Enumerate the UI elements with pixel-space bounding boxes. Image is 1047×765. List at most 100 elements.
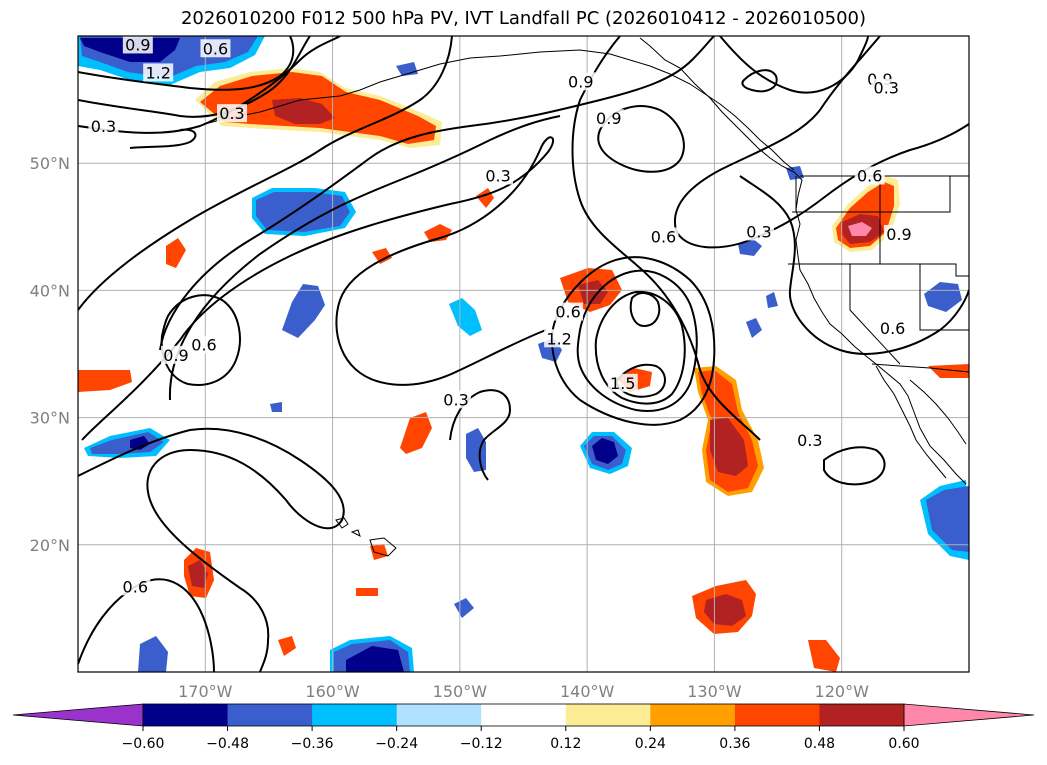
colorbar-tick-label-4: −0.12	[460, 736, 503, 752]
fill-positive-small-2	[424, 224, 452, 242]
coastline-hawaii	[335, 517, 397, 557]
fill-negative-26n-core	[90, 432, 164, 454]
contour-label-bg-14	[877, 319, 908, 338]
contour-label-bg-13	[883, 224, 914, 243]
border-state-mt	[880, 176, 951, 213]
contour-labels: 0.30.30.91.20.60.90.90.30.60.30.90.30.60…	[88, 35, 914, 596]
contour-trough-1	[81, 136, 554, 441]
coastline-baja	[875, 365, 947, 479]
contour-label-bg-4	[200, 39, 231, 58]
lat-label-0: 20°N	[30, 536, 70, 555]
contour-low-0.6	[550, 256, 716, 426]
colorbar-tick-label-2: −0.36	[291, 736, 334, 752]
contour-label-bg-8	[648, 227, 679, 246]
colorbar: −0.60 −0.48 −0.36 −0.24 −0.12 0.12 0.24 0.36 0.4…	[12, 703, 1035, 752]
contour-label-6: 0.9	[596, 109, 621, 128]
contour-label-bg-9	[743, 222, 774, 241]
longitude-labels: 170°W 160°W 150°W 140°W 130°W 120°W	[178, 682, 869, 701]
fill-positive-pnw-max	[848, 222, 872, 236]
colorbar-segment-1	[227, 704, 313, 726]
contour-label-bg-15	[161, 345, 192, 364]
fill-positive-small-5	[278, 636, 296, 656]
contour-label-1: 0.3	[219, 104, 244, 123]
contour-label-9: 0.3	[746, 222, 771, 241]
contour-label-bg-5	[565, 72, 596, 91]
contour-se	[823, 446, 886, 486]
contour-label-bg-6	[593, 109, 624, 128]
colorbar-tick-label-6: 0.24	[635, 736, 666, 752]
contour-label-16: 0.6	[191, 336, 216, 355]
contour-label-bg-2	[122, 36, 153, 54]
contour-north-1	[78, 36, 295, 91]
contour-north-5	[78, 36, 453, 311]
colorbar-segment-4	[481, 704, 567, 726]
contour-label-15: 0.9	[163, 346, 188, 365]
colorbar-tick-label-5: 0.12	[550, 736, 581, 752]
fill-positive-small-7	[370, 544, 388, 560]
border-state-nv	[850, 263, 969, 331]
contour-low-1.5b	[614, 363, 666, 398]
contour-label-bg-7	[483, 166, 514, 185]
lon-label-2: 150°W	[433, 682, 488, 701]
fill-positive-33n-east	[928, 364, 969, 378]
coastline-bc	[639, 37, 967, 485]
fill-positive-40n-core	[578, 280, 608, 304]
contour-label-5: 0.9	[568, 72, 593, 91]
colorbar-tick-label-8: 0.48	[804, 736, 835, 752]
border-state-id	[879, 180, 969, 277]
contour-east-0.3	[739, 175, 969, 355]
contour-trough-2	[78, 427, 345, 672]
fill-negative-27n-max	[592, 438, 618, 464]
fill-negative-small-3	[746, 318, 762, 338]
lat-label-2: 40°N	[30, 281, 70, 300]
contour-label-2: 0.9	[125, 35, 150, 54]
colorbar-segment-0	[143, 704, 229, 726]
fill-negative-small-7	[766, 292, 778, 308]
latitude-labels: 20°N 30°N 40°N 50°N	[30, 154, 70, 555]
contour-cutoff-1	[741, 69, 778, 93]
colorbar-outline	[142, 703, 905, 727]
contour-label-7: 0.3	[485, 166, 510, 185]
contour-label-bg-11	[871, 78, 902, 97]
contour-label-bg-16	[189, 335, 220, 354]
contour-label-bg-20	[607, 373, 638, 392]
contour-label-bg-17	[441, 390, 472, 409]
map-title: 2026010200 F012 500 hPa PV, IVT Landfall…	[180, 8, 867, 29]
lon-label-1: 160°W	[305, 682, 360, 701]
colorbar-segment-2	[312, 704, 398, 726]
contour-low-0.3	[571, 36, 761, 441]
fill-negative-38n-east	[924, 282, 962, 312]
contour-label-bg-19	[544, 329, 575, 348]
colorbar-extend-low	[12, 703, 144, 727]
contour-label-4: 0.6	[203, 39, 228, 58]
contour-label-14: 0.6	[880, 319, 905, 338]
fill-positive-33n-west	[78, 370, 132, 392]
fill-positive-11n	[808, 640, 840, 672]
fill-negative-12n-max	[346, 646, 404, 672]
contour-cutoff-2	[597, 105, 685, 173]
fill-negative-38n-edge	[449, 298, 482, 336]
contour-label-17: 0.3	[443, 390, 468, 409]
contour-ridge-2	[168, 115, 561, 401]
fill-positive-small-3	[372, 248, 392, 264]
contour-label-bg-12	[854, 166, 885, 185]
colorbar-segment-7	[734, 704, 820, 726]
colorbar-segment-3	[396, 704, 482, 726]
contour-label-13: 0.9	[886, 225, 911, 244]
map-frame	[77, 35, 970, 673]
gridlines	[78, 36, 969, 672]
fill-negative-small-8	[270, 402, 282, 412]
contour-label-18: 0.6	[555, 303, 580, 322]
coastline-mainland-mexico	[909, 379, 967, 445]
contour-label-11: 0.3	[874, 79, 899, 98]
colorbar-tick-label-0: −0.60	[122, 736, 165, 752]
lon-label-5: 120°W	[815, 682, 870, 701]
coastline-alaska	[339, 49, 795, 171]
contour-label-0: 0.3	[91, 117, 116, 136]
fill-negative-12n-west	[138, 636, 168, 672]
colorbar-tick-label-9: 0.60	[888, 736, 919, 752]
colorbar-tick-label-1: −0.48	[206, 736, 249, 752]
contour-label-bg-3	[143, 63, 174, 82]
fill-positive-30n	[400, 412, 432, 454]
contour-label-21: 0.3	[797, 431, 822, 450]
